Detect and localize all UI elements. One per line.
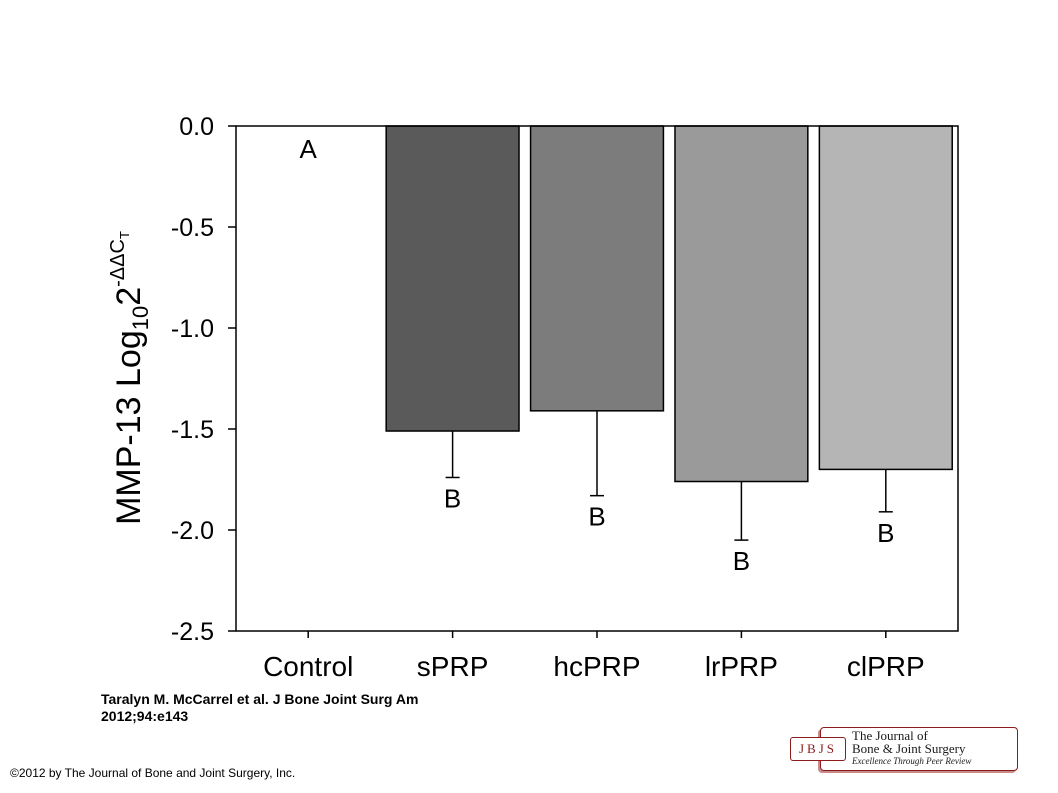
bar <box>385 125 520 432</box>
x-tick-label: Control <box>263 651 353 680</box>
y-axis-label: MMP-13 Log102-ΔΔCT <box>107 231 153 525</box>
y-tick-label: -2.5 <box>171 618 214 646</box>
y-tick-label: 0.0 <box>179 113 214 141</box>
x-tick-label: lrPRP <box>705 651 778 680</box>
logo-text: The Journal of Bone & Joint Surgery Exce… <box>852 729 971 767</box>
citation: Taralyn M. McCarrel et al. J Bone Joint … <box>101 691 419 724</box>
bar <box>674 125 809 483</box>
logo-line-1: The Journal of <box>852 728 928 743</box>
y-tick-label: -1.5 <box>171 416 214 444</box>
journal-logo: JBJS The Journal of Bone & Joint Surgery… <box>790 727 1018 771</box>
x-tick-label: sPRP <box>417 651 489 680</box>
significance-label: B <box>444 483 461 513</box>
y-tick-label: -0.5 <box>171 214 214 242</box>
copyright: ©2012 by The Journal of Bone and Joint S… <box>10 766 296 780</box>
x-tick-label: clPRP <box>847 651 925 680</box>
y-axis-label-exponent: -ΔΔC <box>107 239 129 287</box>
y-tick-label: -2.0 <box>171 517 214 545</box>
x-tick-label: hcPRP <box>553 651 640 680</box>
bar <box>818 125 953 471</box>
logo-mark: JBJS <box>790 737 846 761</box>
y-axis-label-power: 2 <box>110 287 148 306</box>
bar <box>529 125 665 412</box>
logo-line-2: Bone & Joint Surgery <box>852 741 966 756</box>
significance-label: B <box>588 502 605 532</box>
y-axis-label-exponent-subscript: T <box>117 231 132 239</box>
y-axis-label-subscript: 10 <box>128 306 153 330</box>
logo-line-3: Excellence Through Peer Review <box>852 756 972 766</box>
significance-label: A <box>300 134 318 164</box>
y-axis-label-base: MMP-13 Log <box>110 330 148 525</box>
significance-label: B <box>877 518 894 548</box>
significance-label: B <box>733 546 750 576</box>
bars-layer <box>385 125 953 483</box>
bar-chart: 0.0 -0.5 -1.0 -1.5 -2.0 -2.5 Control sPRP hcPRP l… <box>107 113 959 680</box>
axis-layer: 0.0 -0.5 -1.0 -1.5 -2.0 -2.5 Control sPRP hcPRP l… <box>171 113 925 680</box>
y-tick-label: -1.0 <box>171 315 214 343</box>
